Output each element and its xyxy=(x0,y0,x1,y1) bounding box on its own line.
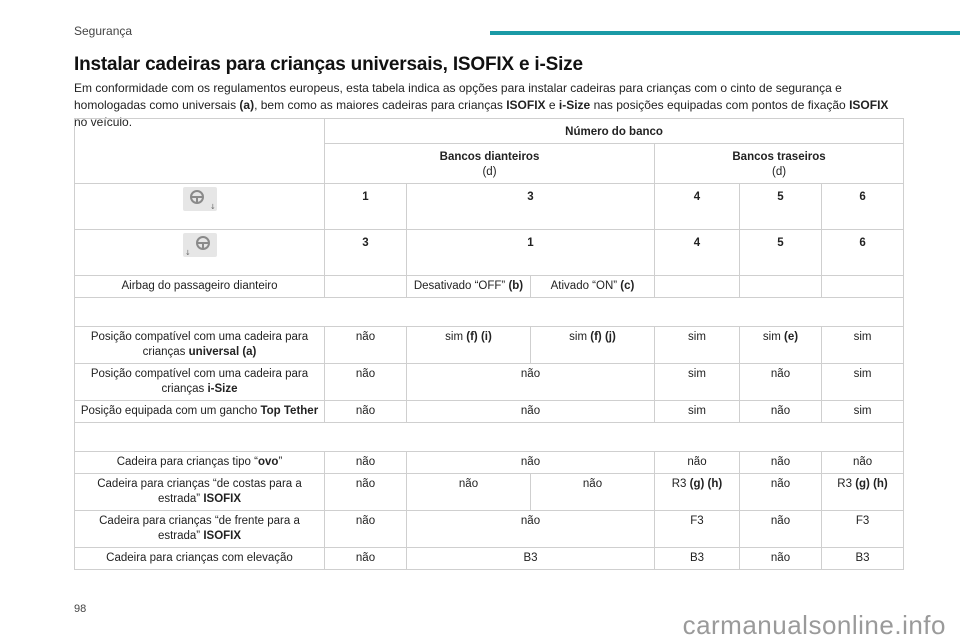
page-number: 98 xyxy=(74,603,87,615)
rear-seats-header: Bancos traseiros (d) xyxy=(653,143,905,184)
table-spacer-row xyxy=(73,297,905,327)
table-row: Bancos dianteiros (d) Bancos traseiros (d) xyxy=(75,143,905,184)
table-spacer-row xyxy=(73,422,905,452)
table-row: Cadeira para crianças com elevação não B… xyxy=(74,547,905,570)
table-row: Número do banco xyxy=(74,118,905,184)
front-seats-header: Bancos dianteiros (d) xyxy=(324,143,655,184)
steering-wheel-right-icon: ↓ xyxy=(182,233,217,257)
svg-text:↓: ↓ xyxy=(210,203,216,211)
table-row: ↓ 1 3 4 5 6 xyxy=(74,183,905,230)
watermark: carmanualsonline.info xyxy=(682,610,946,640)
svg-text:↓: ↓ xyxy=(185,249,191,257)
table-row: Cadeira para crianças tipo “ovo” não não… xyxy=(74,451,905,474)
section-header: Segurança xyxy=(74,24,133,38)
table-row: Posição equipada com um gancho Top Tethe… xyxy=(74,400,905,423)
table-row: Cadeira para crianças “de frente para a … xyxy=(74,510,905,548)
table-row: Airbag do passageiro dianteiro Desativad… xyxy=(74,275,905,298)
child-seat-table: Número do banco Bancos dianteiros (d) Ban… xyxy=(73,118,905,570)
page-title: Instalar cadeiras para crianças universa… xyxy=(74,54,583,75)
table-row: ↓ 3 1 4 5 6 xyxy=(74,229,905,276)
steering-wheel-left-icon: ↓ xyxy=(182,187,217,211)
seat-number-header: Número do banco xyxy=(323,118,905,144)
airbag-label: Airbag do passageiro dianteiro xyxy=(74,275,325,298)
table-row: Cadeira para crianças “de costas para a … xyxy=(74,473,905,511)
table-row: Posição compatível com uma cadeira para … xyxy=(74,326,905,364)
header-accent-bar xyxy=(490,31,960,35)
table-row: Posição compatível com uma cadeira para … xyxy=(74,363,905,401)
